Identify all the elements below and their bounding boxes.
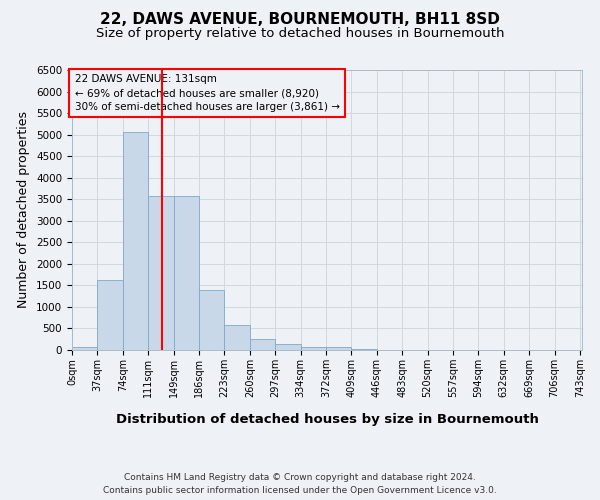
Y-axis label: Number of detached properties: Number of detached properties — [17, 112, 31, 308]
Text: 22 DAWS AVENUE: 131sqm
← 69% of detached houses are smaller (8,920)
30% of semi-: 22 DAWS AVENUE: 131sqm ← 69% of detached… — [74, 74, 340, 112]
Bar — [199, 290, 224, 350]
Bar — [301, 348, 326, 350]
Bar — [224, 325, 250, 350]
Text: Contains public sector information licensed under the Open Government Licence v3: Contains public sector information licen… — [103, 486, 497, 495]
Bar — [250, 338, 275, 350]
Bar — [72, 348, 97, 350]
Text: Size of property relative to detached houses in Bournemouth: Size of property relative to detached ho… — [96, 28, 504, 40]
Bar — [173, 196, 199, 350]
Bar — [326, 348, 352, 350]
Bar — [275, 344, 301, 350]
Bar — [352, 348, 377, 350]
Text: 22, DAWS AVENUE, BOURNEMOUTH, BH11 8SD: 22, DAWS AVENUE, BOURNEMOUTH, BH11 8SD — [100, 12, 500, 28]
Bar — [123, 132, 148, 350]
Text: Contains HM Land Registry data © Crown copyright and database right 2024.: Contains HM Land Registry data © Crown c… — [124, 472, 476, 482]
Text: Distribution of detached houses by size in Bournemouth: Distribution of detached houses by size … — [116, 412, 538, 426]
Bar — [148, 196, 173, 350]
Bar — [97, 280, 123, 350]
